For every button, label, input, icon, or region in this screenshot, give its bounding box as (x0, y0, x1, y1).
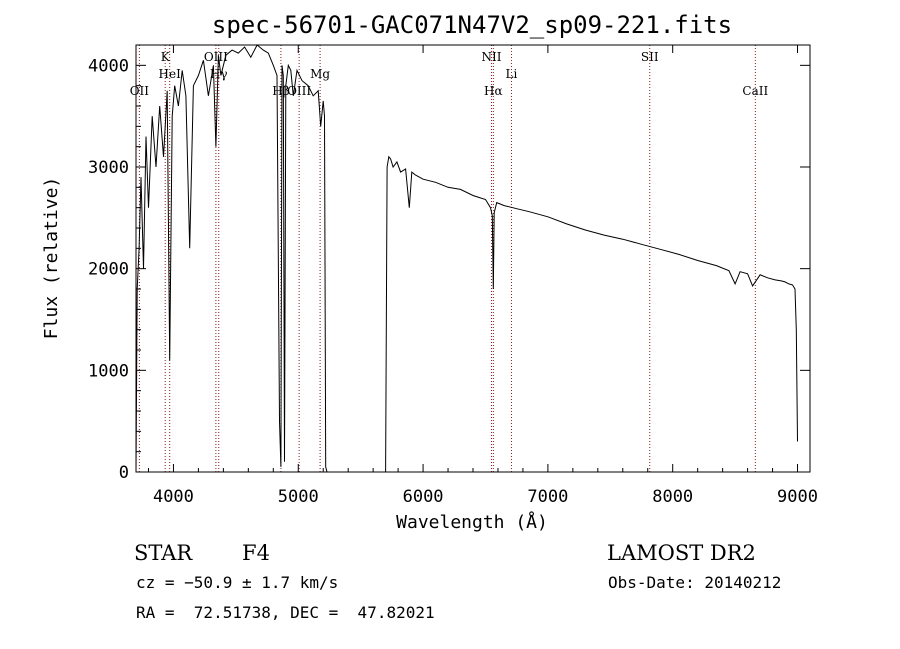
x-tick-label: 9000 (777, 487, 818, 507)
spectral-line-label: SII (641, 50, 659, 64)
redshift-text: cz = −50.9 ± 1.7 km/s (136, 573, 339, 592)
spectral-line-label: HeI (159, 67, 182, 81)
spectral-line-label: Mg (310, 67, 330, 81)
x-tick-label: 5000 (278, 487, 319, 507)
plot-frame (135, 44, 811, 473)
spectral-line-label: Li (506, 67, 518, 81)
spectral-line-label: OII (130, 84, 150, 98)
y-tick-label: 1000 (88, 361, 129, 381)
spectral-line-label: NII (481, 50, 501, 64)
spectrum-series-line (135, 44, 798, 473)
x-tick-label: 4000 (153, 487, 194, 507)
object-class: STAR (134, 541, 193, 565)
chart-title: spec-56701-GAC071N47V2_sp09-221.fits (212, 11, 732, 39)
y-axis-ticks: 0 1000 2000 3000 4000 (88, 56, 810, 483)
x-tick-label: 6000 (403, 487, 444, 507)
x-tick-label: 7000 (527, 487, 568, 507)
obs-date-text: Obs-Date: 20140212 (608, 573, 782, 592)
x-axis-ticks: 4000 5000 6000 7000 8000 9000 (147, 45, 818, 507)
y-tick-label: 3000 (88, 158, 129, 178)
y-tick-label: 0 (119, 463, 129, 483)
spectral-line-label: K (161, 50, 171, 64)
spectral-line-label: Hγ (210, 67, 228, 81)
x-axis-label: Wavelength (Å) (396, 511, 548, 533)
spectral-line-label: OIII (287, 84, 311, 98)
spectral-line-label: Hα (484, 84, 503, 98)
coordinates-text: RA = 72.51738, DEC = 47.82021 (136, 603, 435, 622)
x-tick-label: 8000 (652, 487, 693, 507)
object-subclass: F4 (242, 541, 270, 565)
y-tick-label: 4000 (88, 56, 129, 76)
y-tick-label: 2000 (88, 260, 129, 280)
y-axis-label: Flux (relative) (41, 177, 62, 340)
spectral-line-label: CaII (742, 84, 768, 98)
spectral-line-label: OIII (204, 50, 228, 64)
spectral-line-markers (138, 45, 756, 472)
survey-name: LAMOST DR2 (607, 541, 756, 565)
